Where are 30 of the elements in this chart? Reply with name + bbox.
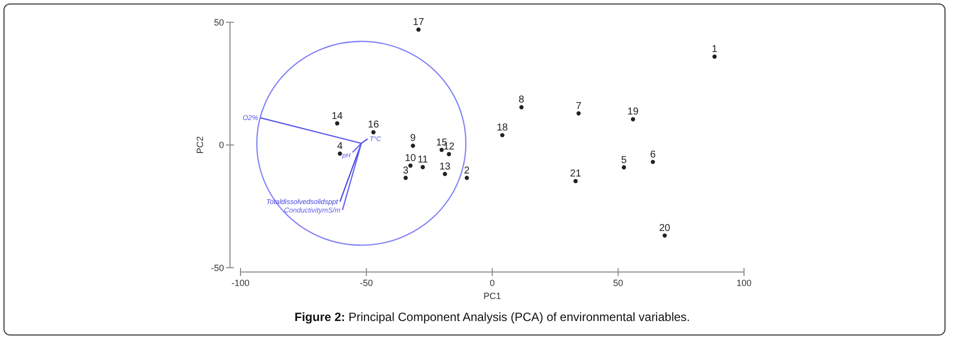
- annotation: 21: [570, 168, 582, 180]
- annotation: 18: [496, 122, 508, 134]
- annotation: 4: [337, 141, 344, 152]
- x-axis-title: PC1: [483, 291, 502, 301]
- annotation: 17: [412, 17, 424, 28]
- annotation: 10: [404, 153, 416, 164]
- annotation: 14: [332, 110, 344, 122]
- x-tick-label: 50: [613, 278, 624, 288]
- y-axis-title: PC2: [195, 136, 205, 154]
- y-tick-label: 0: [218, 140, 224, 150]
- x-tick-label: 0: [490, 278, 495, 288]
- annotation: 6: [650, 149, 656, 160]
- annotation: 11: [418, 154, 428, 166]
- x-tick-label: -100: [231, 278, 250, 288]
- x-tick-label: 100: [736, 278, 752, 288]
- annotation: 19: [627, 106, 639, 118]
- annotation: 3: [402, 165, 409, 176]
- annotation: 8: [518, 94, 525, 106]
- y-tick-label: 50: [214, 17, 224, 28]
- annotation: 1: [712, 44, 718, 56]
- annotation: 20: [659, 223, 671, 234]
- annotation: 5: [621, 154, 628, 166]
- annotation: 9: [410, 133, 416, 144]
- annotation: 16: [368, 120, 380, 131]
- annotation: 2: [464, 165, 470, 176]
- annotation: 7: [576, 100, 582, 112]
- x-tick-label: -50: [360, 278, 373, 288]
- caption: Figure 2: Principal Component Analysis (PCA) of environmental variables.: [294, 310, 690, 324]
- annotation: 13: [439, 161, 451, 172]
- y-tick-label: -50: [210, 262, 224, 273]
